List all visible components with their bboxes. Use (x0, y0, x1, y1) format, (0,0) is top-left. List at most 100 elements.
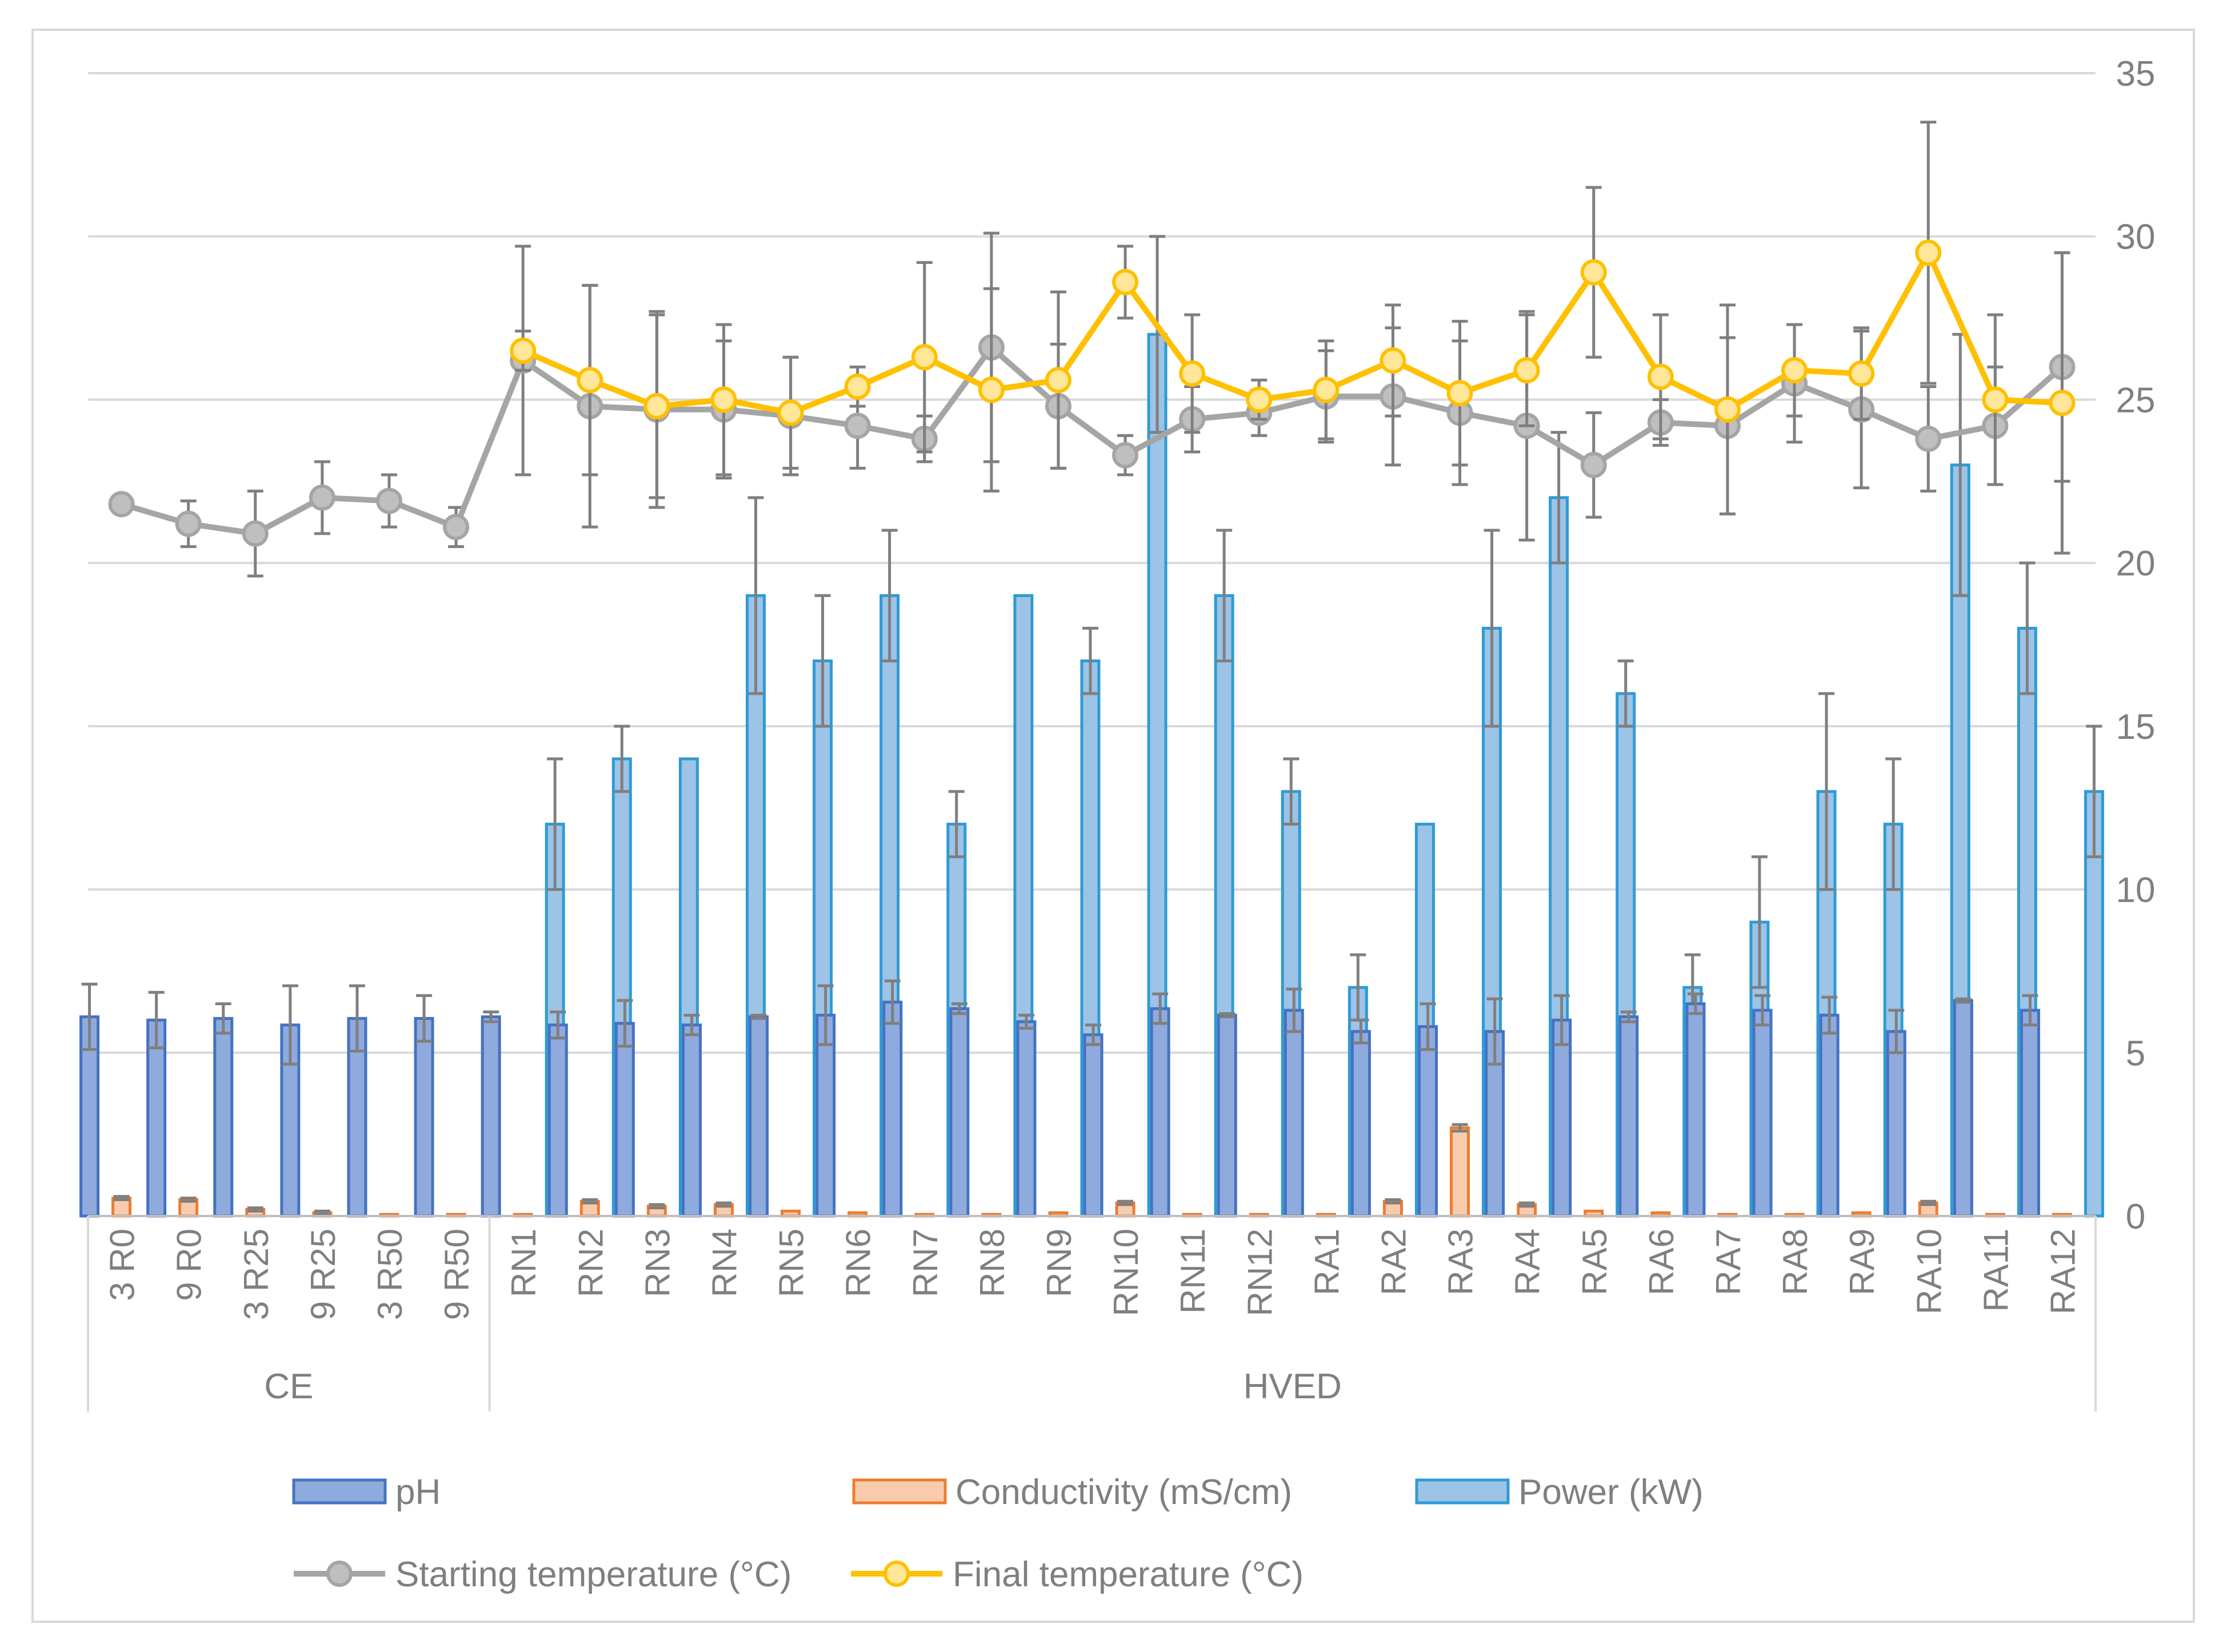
error-bar (1018, 1014, 1034, 1030)
x-tick-label: RA5 (1576, 1229, 1614, 1295)
error-bar (1452, 1123, 1468, 1133)
point-final-RN11 (1179, 360, 1206, 387)
bar-ph-RA10 (1886, 1030, 1906, 1218)
point-final-RA6 (1647, 363, 1674, 390)
bar-ph-RA8 (1752, 1009, 1773, 1218)
error-bar (951, 1002, 967, 1015)
error-bar (817, 984, 834, 1046)
legend-marker (326, 1561, 353, 1587)
error-bar (2022, 994, 2038, 1027)
x-tick-label: RA4 (1509, 1229, 1547, 1295)
error-bar (483, 1010, 499, 1023)
point-starting-3-R0 (108, 491, 135, 518)
point-final-RA2 (1380, 347, 1406, 374)
legend-label: Final temperature (°C) (953, 1555, 1304, 1594)
bar-ph-RN3 (614, 1022, 635, 1218)
error-bar (884, 979, 901, 1025)
legend-swatch (292, 1478, 387, 1505)
x-tick-label: RN11 (1174, 1229, 1212, 1314)
x-tick-label: RA10 (1910, 1229, 1948, 1314)
y-tick-label: 25 (2116, 381, 2156, 420)
error-bar (113, 1195, 130, 1201)
error-bar (1617, 659, 1634, 728)
point-final-RN6 (844, 373, 871, 400)
point-final-RN4 (710, 386, 737, 413)
point-final-RA4 (1513, 357, 1540, 383)
error-bar (814, 594, 831, 728)
point-final-RA1 (1313, 377, 1340, 403)
bar-ph-RA9 (1819, 1014, 1840, 1218)
point-starting-3-R50 (375, 487, 402, 514)
error-bar (747, 496, 764, 695)
bar-ph-RN8 (949, 1007, 970, 1218)
error-bar (1518, 1201, 1535, 1208)
bar-conductivity-RA3 (1450, 1126, 1470, 1218)
x-tick-label: RN6 (839, 1229, 878, 1297)
bar-ph-RA2 (1350, 1030, 1371, 1218)
error-bar (683, 1014, 700, 1037)
legend-item-starting: Starting temperature (°C) (294, 1555, 791, 1594)
bar-ph-RA3 (1418, 1025, 1438, 1218)
point-final-RN8 (978, 377, 1005, 403)
error-bar (1420, 1002, 1436, 1051)
error-bar (1353, 1018, 1369, 1045)
legend-label: Power (kW) (1518, 1473, 1704, 1512)
x-tick-label: 9 R25 (304, 1229, 342, 1320)
y-tick-label: 15 (2116, 707, 2156, 747)
point-starting-RA5 (1580, 451, 1607, 478)
axes: 0 5 10 15 20 25 30 35 3 R0 9 R0 3 R25 9 R25 3 R50 9 R… (87, 54, 2156, 1411)
point-final-RA11 (1982, 386, 2009, 413)
legend-swatch (852, 1478, 947, 1505)
error-bar (1283, 757, 1300, 826)
point-starting-9-R50 (443, 514, 470, 541)
y-tick-label: 35 (2116, 54, 2156, 94)
x-tick-label: RN7 (906, 1229, 945, 1297)
bar-ph-RA6 (1618, 1015, 1639, 1218)
x-tick-label: RA1 (1308, 1229, 1346, 1295)
lines (108, 121, 2076, 578)
point-final-RA10 (1915, 239, 1942, 266)
error-bar (1687, 992, 1704, 1015)
error-bar (1484, 529, 1500, 728)
point-starting-RN10 (1112, 442, 1139, 469)
y-tick-label: 20 (2116, 544, 2156, 583)
error-bar (180, 1197, 197, 1203)
point-final-RN9 (1045, 367, 1071, 394)
point-starting-RA10 (1915, 426, 1942, 452)
y-tick-label: 0 (2126, 1197, 2145, 1237)
error-bar (1553, 994, 1570, 1046)
y-tick-label: 10 (2116, 871, 2156, 910)
error-bar (416, 994, 433, 1043)
x-tick-label: RN2 (571, 1229, 610, 1297)
error-bar (282, 984, 298, 1066)
error-bar (2086, 725, 2102, 858)
point-final-RA9 (1848, 360, 1875, 387)
bar-ph-RN12 (1217, 1014, 1237, 1218)
combo-chart: 0 5 10 15 20 25 30 35 3 R0 9 R0 3 R25 9 R25 3 R50 9 R… (79, 54, 2156, 1594)
chart-frame: 0 5 10 15 20 25 30 35 3 R0 9 R0 3 R25 9 R25 3 R50 9 R… (31, 29, 2195, 1623)
bar-ph-RN2 (547, 1023, 568, 1218)
error-bar (1152, 992, 1169, 1025)
bar-ph-RN11 (1150, 1007, 1170, 1218)
x-tick-label: RA2 (1374, 1229, 1413, 1295)
bar-ph-RA7 (1685, 1002, 1706, 1218)
error-bar (1620, 1010, 1637, 1023)
x-tick-label: 9 R0 (170, 1229, 209, 1301)
bar-ph-RA5 (1552, 1018, 1572, 1218)
x-tick-label: RN1 (505, 1229, 543, 1297)
point-final-RA8 (1781, 357, 1808, 383)
error-bar (1286, 987, 1302, 1033)
bar-ph-RA12 (2020, 1009, 2040, 1218)
error-bar (1216, 529, 1233, 663)
point-starting-RN6 (844, 413, 871, 439)
bar-ph-RN4 (681, 1023, 702, 1218)
x-tick-label: RA12 (2044, 1229, 2082, 1314)
error-bar (1754, 994, 1771, 1027)
point-final-RA7 (1714, 396, 1741, 423)
x-tick-label: RN10 (1107, 1229, 1145, 1316)
error-bar (1219, 1012, 1236, 1018)
bar-ph-RN9 (1016, 1020, 1037, 1218)
legend-item-conductivity: Conductivity (mS/cm) (852, 1473, 1292, 1512)
error-bar (547, 757, 563, 891)
error-bar (1888, 1009, 1905, 1054)
